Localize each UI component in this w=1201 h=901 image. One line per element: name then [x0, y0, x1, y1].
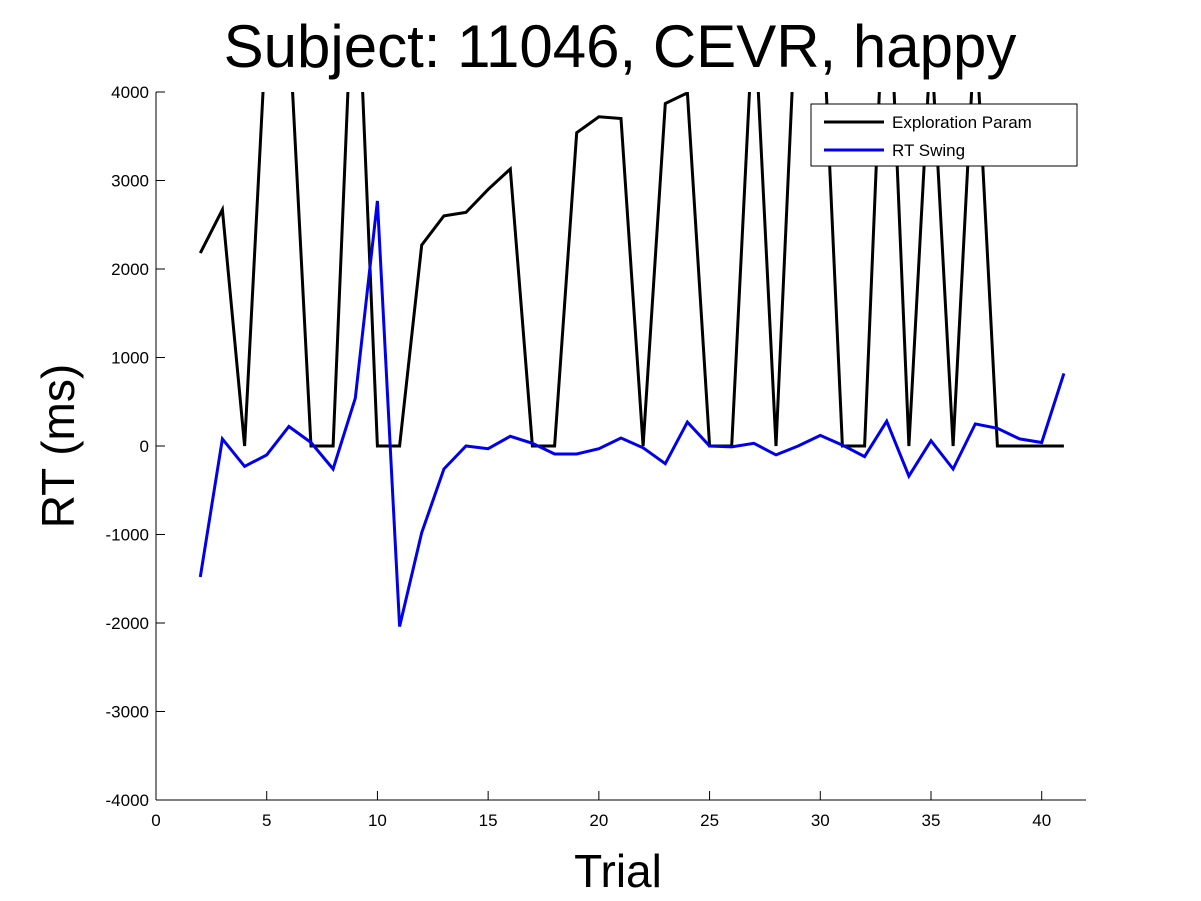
chart-title: Subject: 11046, CEVR, happy [224, 13, 1017, 80]
rt-swing-line [198, 200, 1066, 627]
y-tick-label: -4000 [106, 791, 149, 810]
series-layer [198, 92, 1066, 627]
exploration-param-line [198, 92, 1064, 448]
x-tick-label: 40 [1032, 811, 1051, 830]
x-tick-label: 5 [262, 811, 271, 830]
x-tick-label: 20 [589, 811, 608, 830]
y-tick-label: 3000 [111, 172, 149, 191]
legend-box [810, 103, 1078, 167]
x-tick-label: 0 [151, 811, 160, 830]
y-tick-label: -3000 [106, 703, 149, 722]
y-tick-label: 2000 [111, 260, 149, 279]
x-tick-label: 15 [479, 811, 498, 830]
legend-label-exploration-param: Exploration Param [892, 113, 1032, 132]
plot-area [156, 92, 1086, 800]
legend: Exploration Param RT Swing [810, 103, 1078, 167]
y-tick-label: -2000 [106, 614, 149, 633]
x-axis-title: Trial [574, 845, 662, 897]
y-tick-label: 0 [140, 437, 149, 456]
x-tick-label: 35 [922, 811, 941, 830]
legend-label-rt-swing: RT Swing [892, 141, 965, 160]
x-tick-label: 25 [700, 811, 719, 830]
tick-layer: 0 5 10 15 20 25 30 35 40 -4000 -3000 -2000 -1000 0 100… [106, 83, 1052, 830]
x-tick-label: 30 [811, 811, 830, 830]
y-axis-title: RT (ms) [32, 364, 84, 528]
x-tick-label: 10 [368, 811, 387, 830]
y-tick-label: 1000 [111, 349, 149, 368]
y-tick-label: -1000 [106, 526, 149, 545]
y-tick-label: 4000 [111, 83, 149, 102]
